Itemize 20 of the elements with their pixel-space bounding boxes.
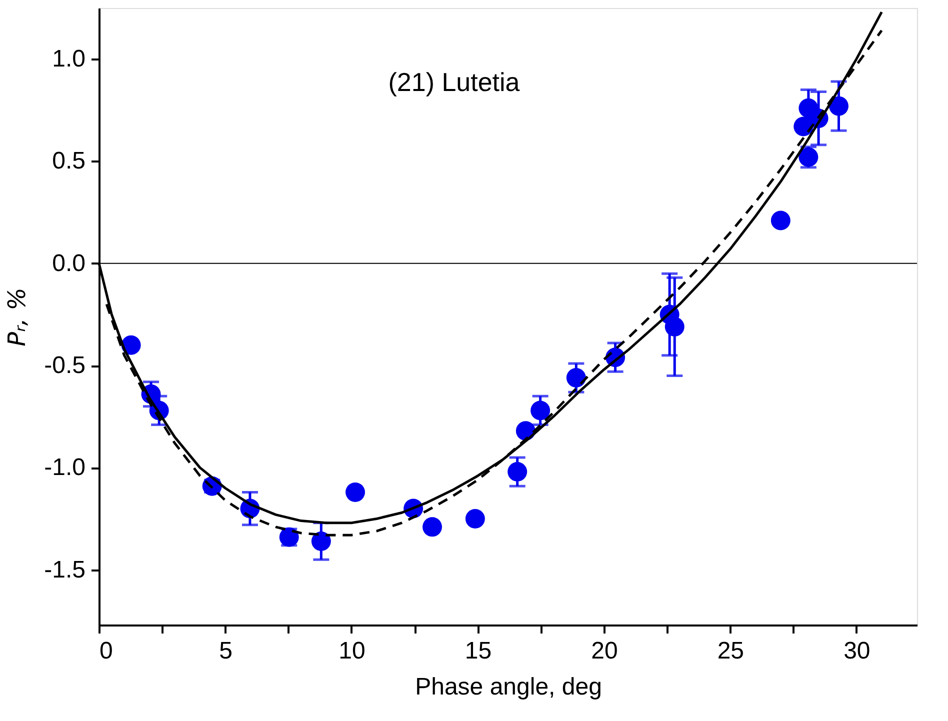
y-tick-label: -0.5 xyxy=(44,352,86,380)
y-tick-label: 1.0 xyxy=(52,46,86,73)
annotation: (21) Lutetia xyxy=(388,67,520,97)
x-tick-label: 25 xyxy=(717,638,744,664)
x-tick-label: 15 xyxy=(464,638,492,664)
x-tick-label: 30 xyxy=(844,638,870,664)
y-tick-label: -1.5 xyxy=(44,556,86,584)
y-tick-label: 0.0 xyxy=(52,250,86,277)
point xyxy=(770,210,790,230)
x-tick-label: 0 xyxy=(100,638,113,664)
y-tick-label: -1.0 xyxy=(44,454,86,482)
y-axis-title: Pᵣ, % xyxy=(3,288,32,346)
x-axis-title: Phase angle, deg xyxy=(415,674,602,700)
x-tick-label: 5 xyxy=(219,638,232,664)
point xyxy=(422,517,442,537)
x-tick-label: 20 xyxy=(591,638,618,664)
point xyxy=(465,509,485,528)
point xyxy=(346,482,366,502)
y-tick-label: 0.5 xyxy=(52,148,86,175)
x-tick-label: 10 xyxy=(338,638,366,664)
